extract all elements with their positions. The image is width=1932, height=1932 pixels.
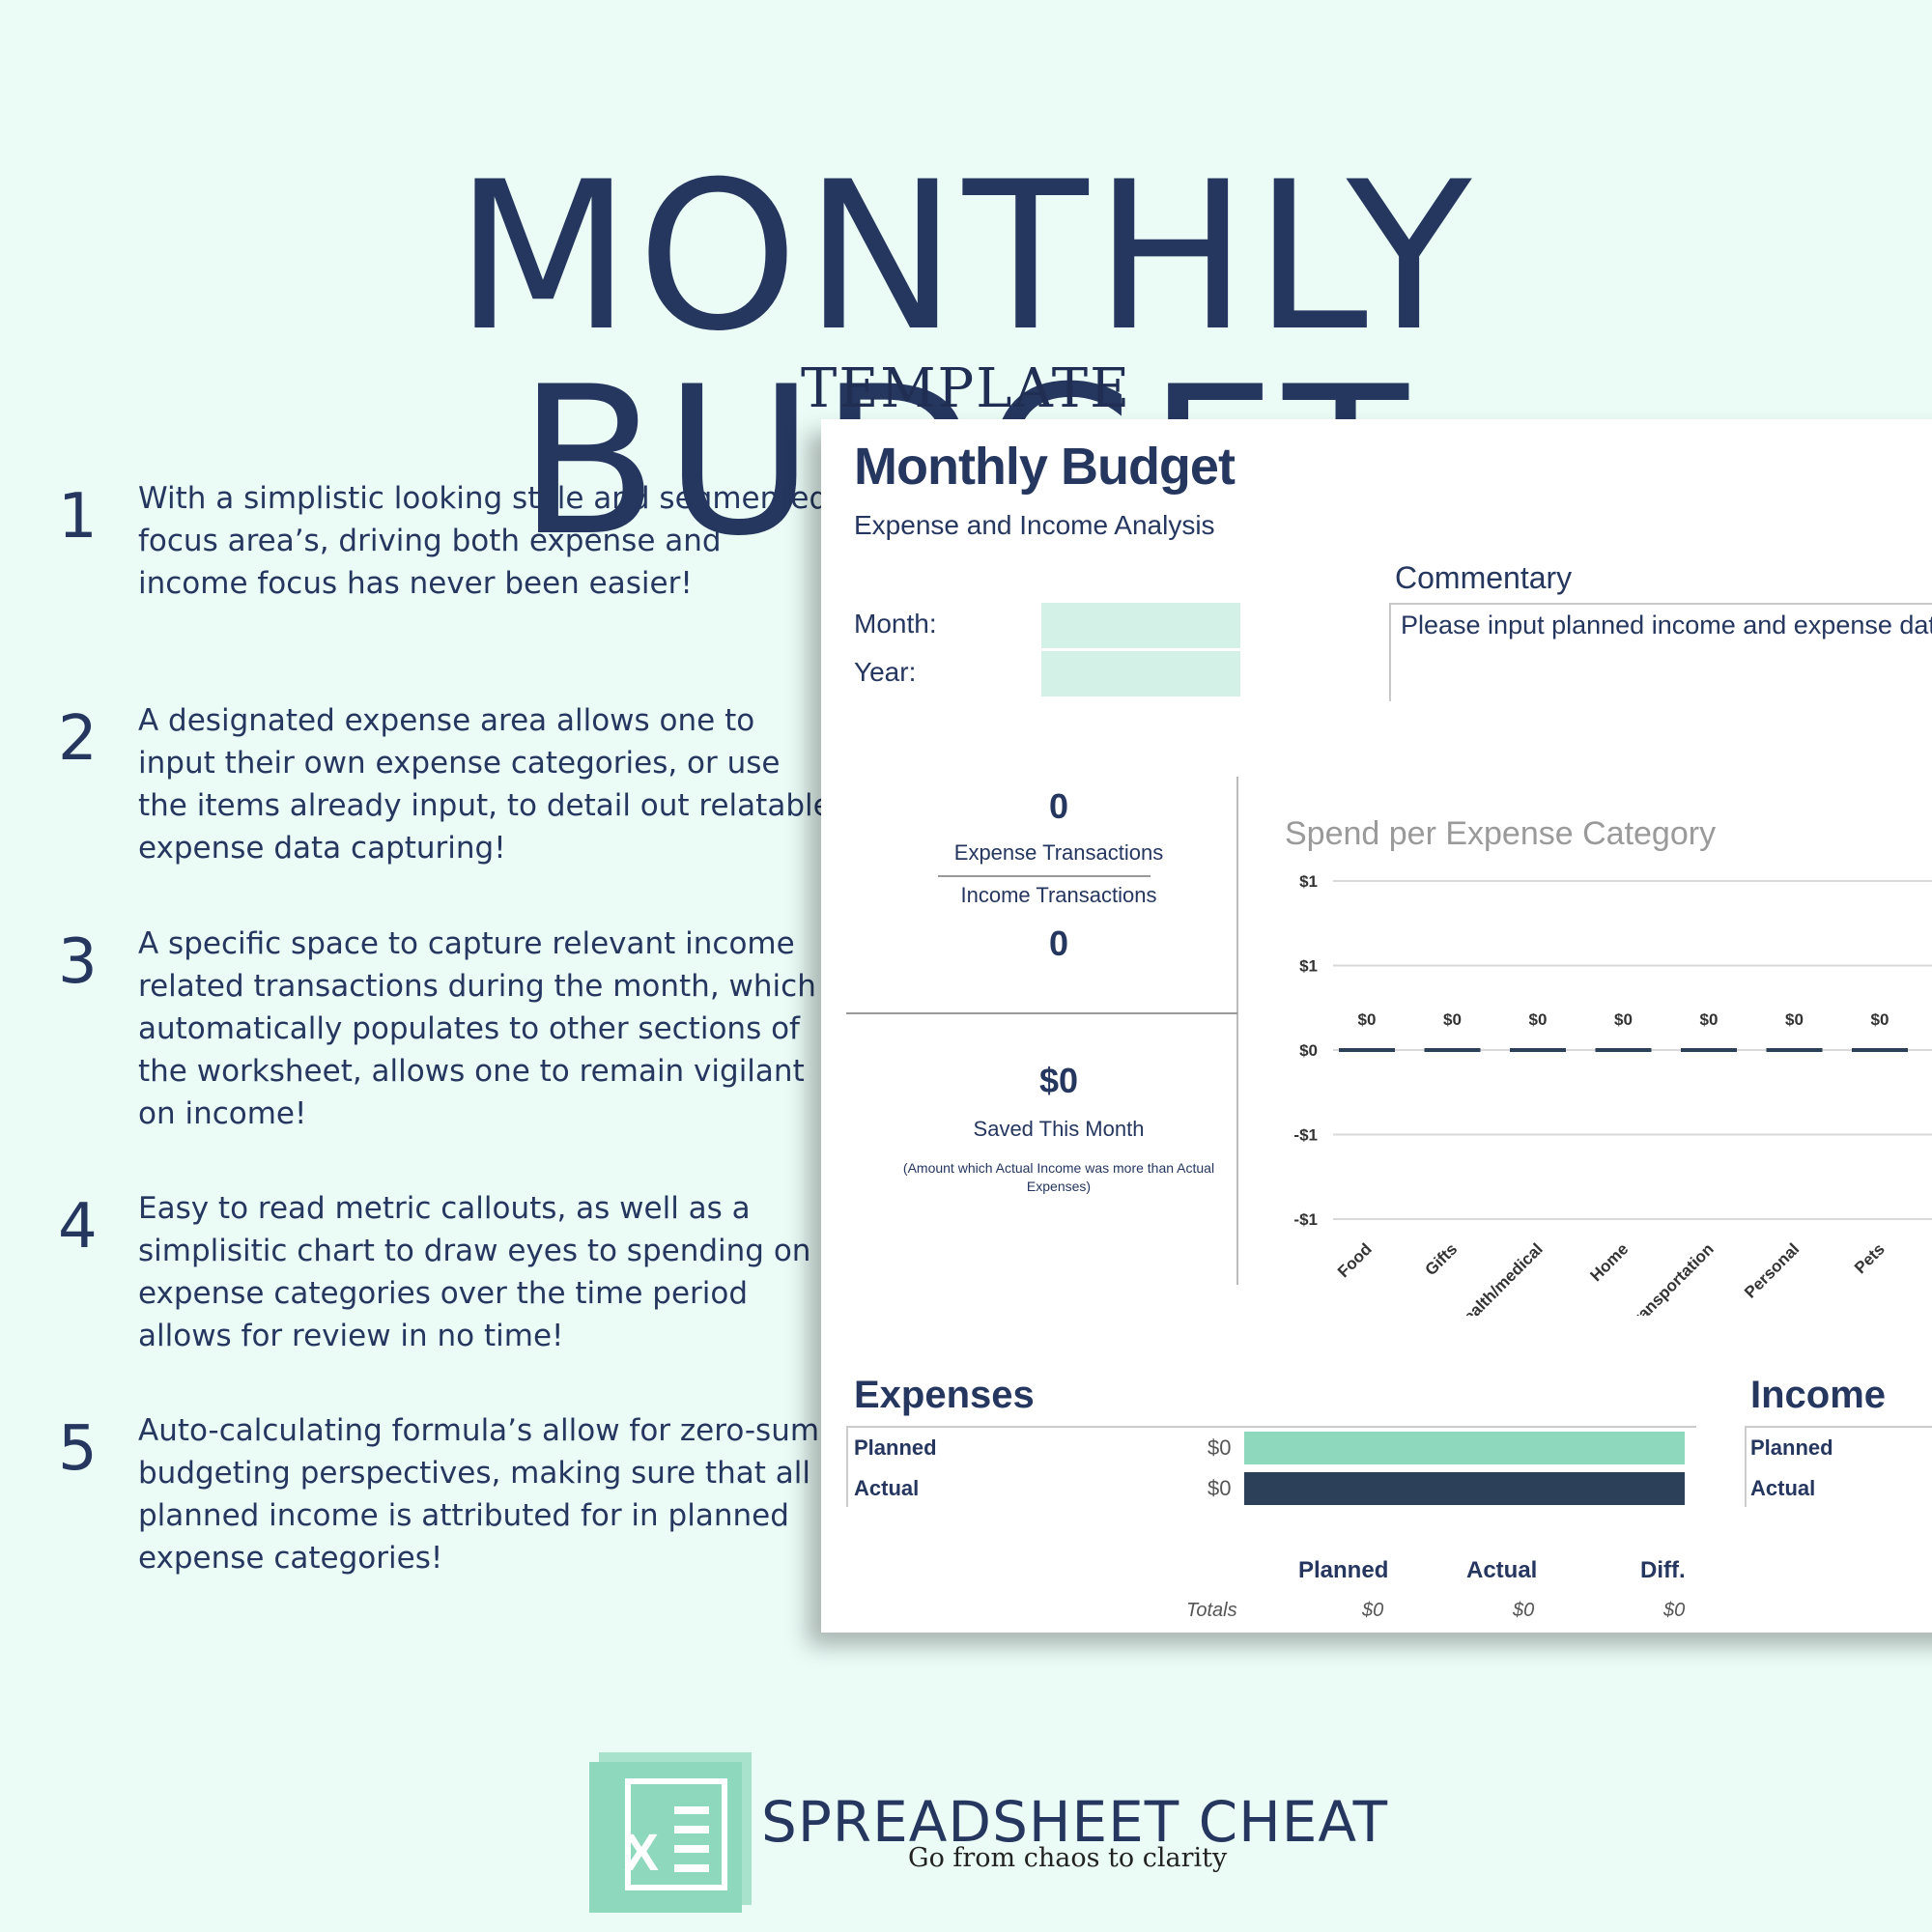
year-label: Year: — [854, 657, 917, 687]
income-actual-label: Actual — [1750, 1476, 1816, 1500]
income-title: Income — [1750, 1374, 1887, 1416]
chart-x-tick: Pets — [1851, 1239, 1889, 1277]
hero-subtitle: TEMPLATE — [800, 357, 1132, 420]
brand-tagline: Go from chaos to clarity — [908, 1843, 1228, 1873]
logo-letter: X — [624, 1824, 659, 1882]
chart-bar — [1510, 1048, 1566, 1052]
chart-x-tick: Home — [1586, 1239, 1632, 1285]
chart-y-tick: $1 — [1299, 957, 1318, 976]
chart-y-tick: $1 — [1299, 872, 1318, 891]
month-input[interactable] — [1041, 603, 1240, 648]
chart-bar — [1424, 1048, 1481, 1052]
expenses-title: Expenses — [854, 1374, 1035, 1416]
sheet-title: Monthly Budget — [854, 438, 1236, 496]
income-border-left — [1745, 1426, 1747, 1507]
expenses-planned-label: Planned — [854, 1435, 937, 1460]
spreadsheet-preview: Monthly Budget Expense and Income Analys… — [821, 419, 1932, 1633]
expenses-planned-value: $0 — [1208, 1435, 1232, 1460]
chart-y-tick: -$1 — [1293, 1126, 1318, 1145]
income-transactions-count: 0 — [1048, 923, 1069, 963]
chart-x-tick: Health/medical — [1452, 1239, 1547, 1316]
feature-text: A designated expense area allows one to … — [138, 703, 832, 866]
chart-data-label: $0 — [1785, 1010, 1804, 1029]
totals-planned-value: $0 — [1362, 1600, 1384, 1621]
feature-text: With a simplistic looking style and segm… — [138, 481, 829, 601]
chart-bar — [1681, 1048, 1737, 1052]
chart-bar — [1595, 1048, 1652, 1052]
feature-number: 2 — [58, 703, 98, 775]
expenses-actual-label: Actual — [854, 1476, 920, 1500]
chart-data-label: $0 — [1529, 1010, 1548, 1029]
commentary-label: Commentary — [1395, 560, 1573, 595]
chart-bar — [1339, 1048, 1395, 1052]
feature-text: Easy to read metric callouts, as well as… — [138, 1191, 811, 1353]
expenses-actual-value: $0 — [1208, 1476, 1232, 1500]
totals-actual-value: $0 — [1513, 1600, 1535, 1621]
expenses-planned-bar — [1244, 1432, 1685, 1464]
chart-bar — [1852, 1048, 1908, 1052]
chart-data-label: $0 — [1358, 1010, 1377, 1029]
feature-number: 5 — [58, 1413, 98, 1485]
chart-data-label: $0 — [1700, 1010, 1719, 1029]
income-transactions-label: Income Transactions — [960, 883, 1157, 907]
totals-planned-header: Planned — [1298, 1557, 1389, 1583]
chart-data-label: $0 — [1443, 1010, 1462, 1029]
feature-text: A specific space to capture relevant inc… — [138, 926, 816, 1131]
chart-x-tick: Food — [1334, 1239, 1376, 1281]
totals-diff-value: $0 — [1663, 1600, 1686, 1621]
expenses-border-top — [846, 1426, 1696, 1428]
income-planned-label: Planned — [1750, 1435, 1833, 1460]
expense-transactions-label: Expense Transactions — [953, 840, 1164, 865]
metric-separator — [938, 875, 1151, 877]
sheet-subtitle: Expense and Income Analysis — [854, 510, 1215, 540]
chart-x-tick: Transportation — [1623, 1239, 1718, 1316]
saved-this-month-note: (Amount which Actual Income was more tha… — [902, 1160, 1215, 1194]
expense-transactions-count: 0 — [1048, 786, 1069, 826]
metrics-divider-vertical — [1236, 777, 1238, 1285]
commentary-text: Please input planned income and expense … — [1401, 611, 1932, 639]
chart-x-tick: Personal — [1741, 1239, 1803, 1301]
expenses-actual-bar — [1244, 1472, 1685, 1505]
expenses-border-left — [846, 1426, 848, 1507]
feature-number: 1 — [58, 481, 98, 553]
chart-y-tick: $0 — [1299, 1041, 1318, 1060]
excel-logo-icon: X — [589, 1752, 752, 1924]
chart-bar — [1766, 1048, 1823, 1052]
chart-data-label: $0 — [1614, 1010, 1633, 1029]
month-label: Month: — [854, 609, 937, 639]
spreadsheet-cheat-logo: X — [589, 1750, 752, 1924]
saved-this-month-value: $0 — [1038, 1061, 1079, 1100]
income-border-top — [1745, 1426, 1932, 1428]
commentary-box[interactable]: Please input planned income and expense … — [1389, 603, 1932, 701]
totals-actual-header: Actual — [1466, 1557, 1538, 1583]
totals-diff-header: Diff. — [1640, 1557, 1686, 1583]
saved-this-month-label: Saved This Month — [973, 1117, 1145, 1141]
expense-category-chart: Spend per Expense Category $1$1$0-$1-$1 … — [1285, 815, 1932, 1316]
feature-number: 3 — [58, 926, 98, 998]
brand-name: SPREADSHEET CHEAT — [761, 1789, 1389, 1855]
feature-text: Auto-calculating formula’s allow for zer… — [138, 1413, 820, 1576]
chart-title: Spend per Expense Category — [1285, 815, 1716, 852]
chart-x-tick: Gifts — [1422, 1239, 1462, 1279]
chart-y-tick: -$1 — [1293, 1210, 1318, 1229]
year-input[interactable] — [1041, 651, 1240, 696]
feature-number: 4 — [58, 1191, 98, 1263]
metrics-divider-horizontal — [846, 1012, 1237, 1014]
chart-data-label: $0 — [1871, 1010, 1889, 1029]
totals-row-label: Totals — [1186, 1600, 1237, 1621]
